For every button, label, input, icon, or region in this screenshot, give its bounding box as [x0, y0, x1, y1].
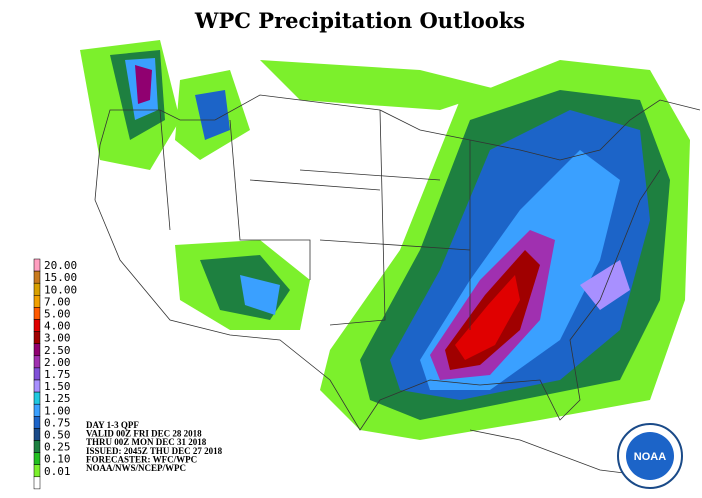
legend-swatch — [33, 464, 41, 478]
legend-swatch — [33, 319, 41, 332]
legend-label: 1.25 — [44, 392, 71, 405]
legend-swatch — [33, 452, 41, 465]
legend-label: 1.50 — [44, 380, 71, 393]
blob — [195, 90, 230, 140]
legend-swatch — [33, 403, 41, 417]
legend-swatch — [33, 282, 41, 296]
legend-swatch — [33, 391, 41, 405]
legend-label: 0.10 — [44, 453, 71, 466]
legend-label: 15.00 — [44, 271, 77, 284]
legend-label: 0.75 — [44, 416, 71, 429]
legend-swatch — [33, 416, 41, 429]
legend-swatch — [33, 428, 41, 441]
legend-label: 3.00 — [44, 332, 71, 345]
legend-swatch-empty — [33, 476, 41, 490]
title: WPC Precipitation Outlooks — [194, 8, 525, 33]
logo-disc — [626, 432, 674, 480]
info-line: ISSUED: 2045Z THU DEC 27 2018 — [86, 446, 223, 456]
legend-label: 4.00 — [44, 320, 71, 333]
legend-label: 1.00 — [44, 404, 71, 417]
info-line: NOAA/NWS/NCEP/WPC — [86, 463, 186, 473]
legend-swatch — [33, 379, 41, 393]
precip-field — [80, 40, 690, 440]
legend-label: 0.50 — [44, 428, 71, 441]
legend-label: 7.00 — [44, 295, 71, 308]
state-lines — [159, 109, 471, 330]
legend-swatch — [33, 295, 41, 308]
legend-swatch — [33, 440, 41, 453]
blob — [260, 60, 500, 110]
legend-swatch — [33, 331, 41, 344]
legend-label: 0.01 — [44, 465, 71, 478]
legend-swatch — [33, 270, 41, 284]
blob — [580, 260, 630, 310]
legend-label: 1.75 — [44, 368, 71, 381]
legend-label: 20.00 — [44, 259, 77, 272]
border — [99, 94, 701, 161]
info-line: DAY 1-3 QPF — [86, 420, 139, 430]
legend-swatch — [33, 355, 41, 369]
legend-swatch — [33, 258, 41, 272]
cuba — [469, 429, 641, 476]
info-line: THRU 00Z MON DEC 31 2018 — [86, 437, 207, 447]
blob — [455, 275, 520, 360]
legend: 20.0015.0010.007.005.004.003.002.502.001… — [33, 258, 77, 490]
blob — [135, 65, 152, 104]
legend-swatch — [33, 343, 41, 357]
legend-label: 10.00 — [44, 283, 77, 296]
noaa-logo: NOAA — [617, 423, 683, 489]
blob — [240, 275, 280, 315]
legend-label: 5.00 — [44, 307, 71, 320]
boundaries — [94, 94, 701, 476]
info-line: VALID 00Z FRI DEC 28 2018 — [86, 429, 202, 439]
legend-label: 2.50 — [44, 344, 71, 357]
legend-swatch — [33, 307, 41, 320]
legend-label: 0.25 — [44, 441, 71, 454]
coast — [94, 144, 661, 431]
legend-swatch — [33, 367, 41, 381]
logo-text: NOAA — [634, 451, 666, 463]
legend-label: 2.00 — [44, 356, 71, 369]
info-line: FORECASTER: WFC/WPC — [86, 454, 197, 464]
